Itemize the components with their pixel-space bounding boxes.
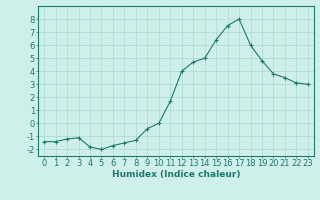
X-axis label: Humidex (Indice chaleur): Humidex (Indice chaleur) bbox=[112, 170, 240, 179]
